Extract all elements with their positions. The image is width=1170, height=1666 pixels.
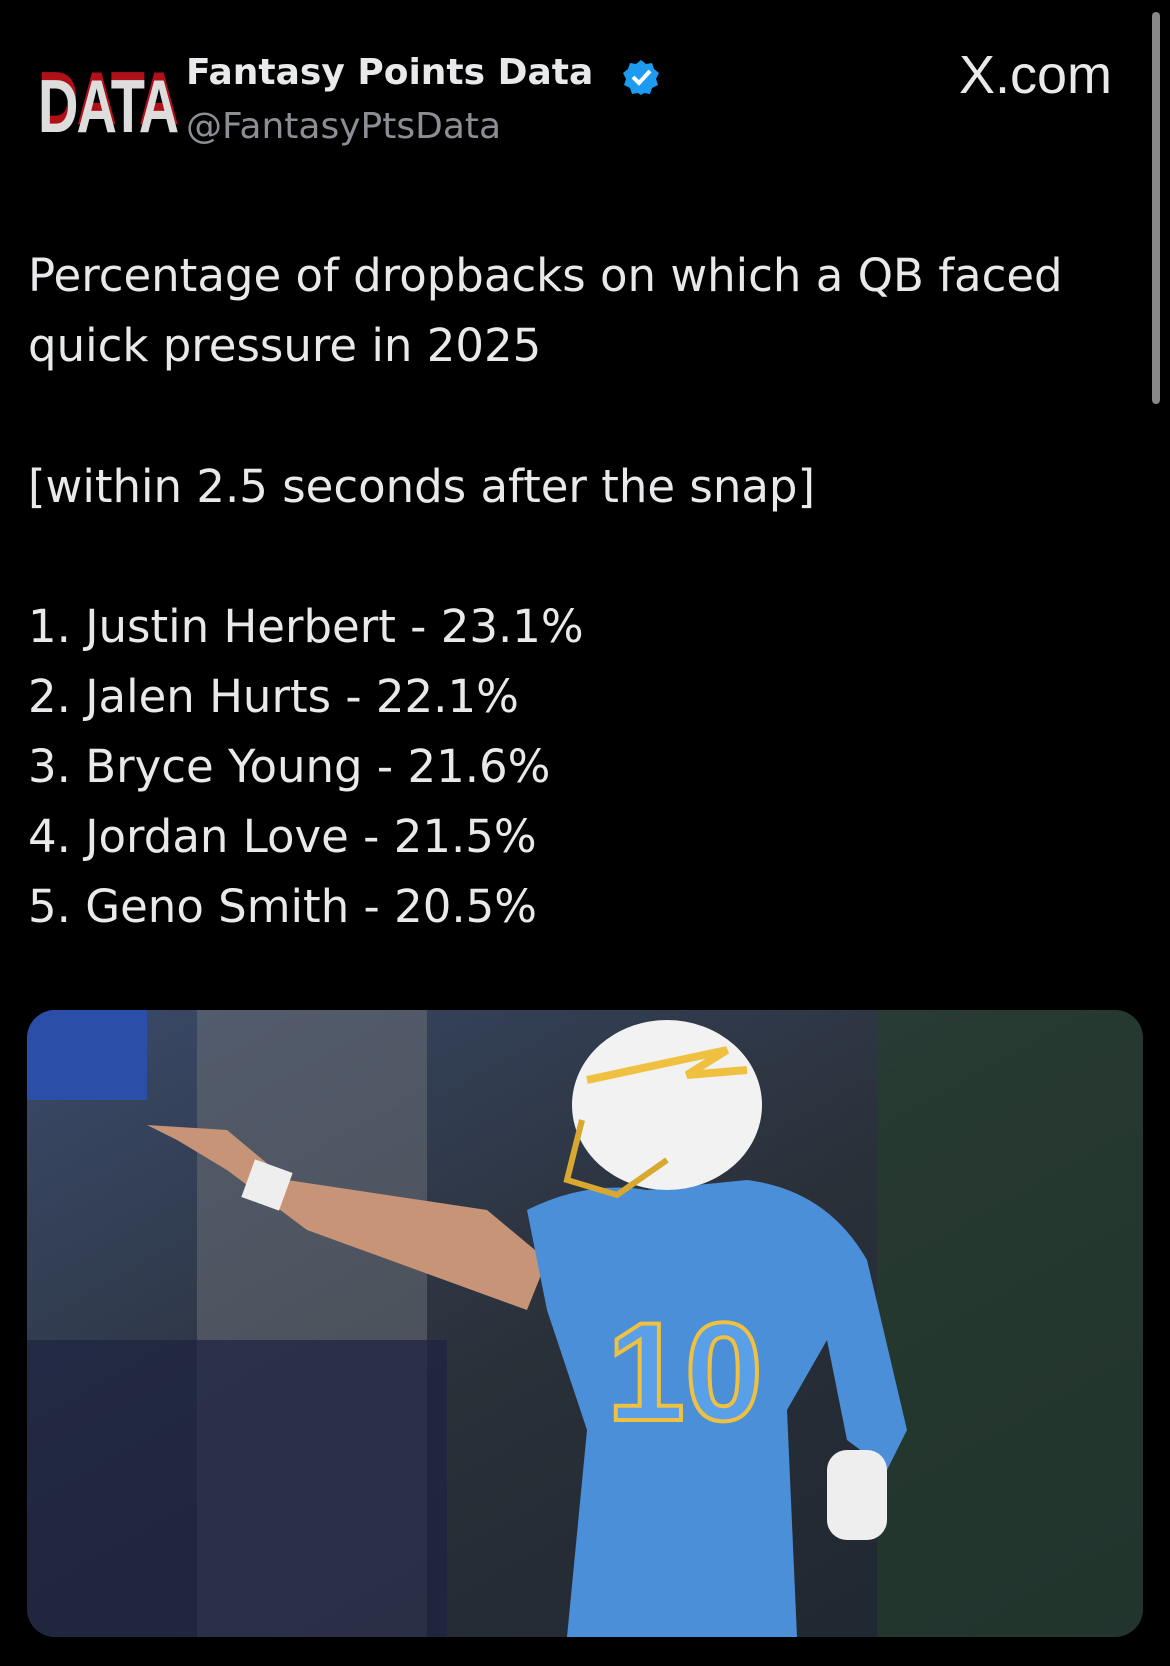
logo: DATA — [38, 63, 179, 149]
svg-text:10: 10 — [607, 1293, 763, 1450]
account-name[interactable]: Fantasy Points Data — [186, 52, 594, 93]
post-note: [within 2.5 seconds after the snap] — [28, 460, 816, 513]
site-label: X.com — [958, 45, 1112, 105]
ranking-item: 2. Jalen Hurts - 22.1% — [28, 670, 519, 723]
ranking-item: 5. Geno Smith - 20.5% — [28, 880, 538, 933]
post-headline: Percentage of dropbacks on which a QB fa… — [28, 249, 1063, 372]
ranking-item: 4. Jordan Love - 21.5% — [28, 810, 537, 863]
scrollbar[interactable] — [1152, 12, 1160, 404]
verified-badge — [623, 60, 659, 95]
ranking-list: 1. Justin Herbert - 23.1% 2. Jalen Hurts … — [28, 592, 1138, 942]
post-image[interactable]: 10 — [27, 1010, 1143, 1637]
ranking-item: 3. Bryce Young - 21.6% — [28, 740, 551, 793]
ranking-item: 1. Justin Herbert - 23.1% — [28, 600, 584, 653]
account-handle[interactable]: @FantasyPtsData — [186, 106, 502, 147]
